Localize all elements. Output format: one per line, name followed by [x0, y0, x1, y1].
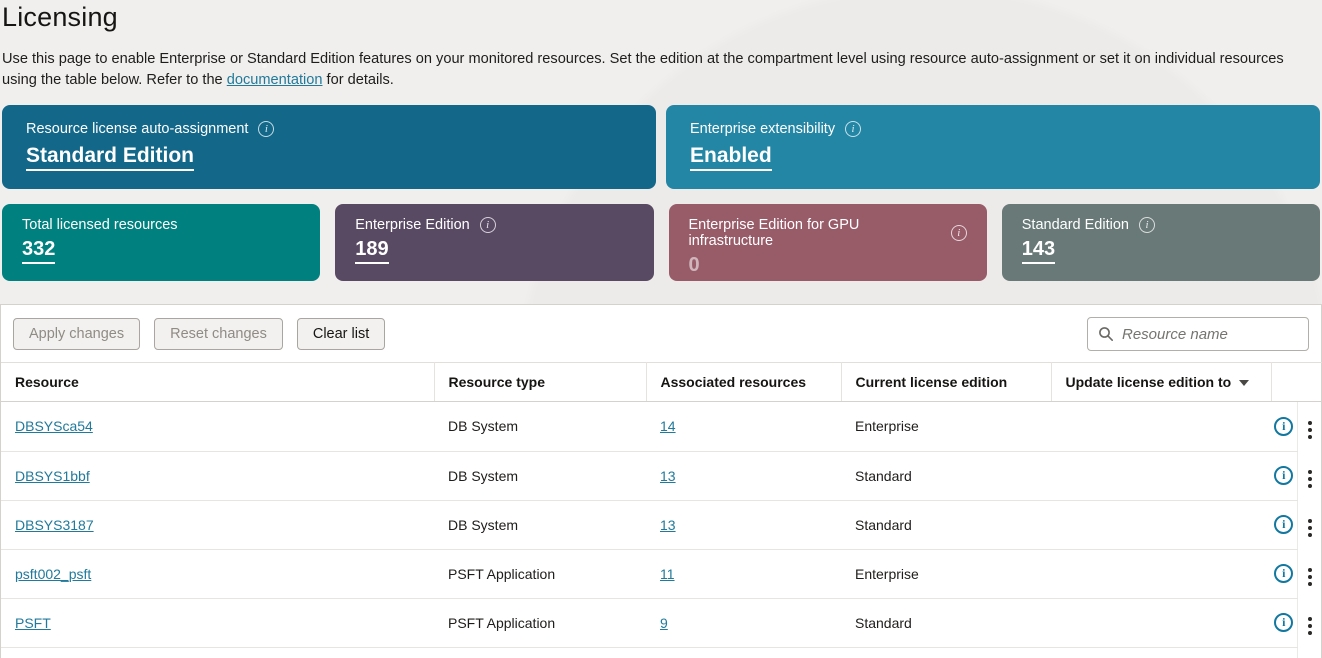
enterprise-edition-value-link[interactable]: 189 — [355, 238, 389, 264]
update-license-cell — [1051, 549, 1271, 599]
row-info-icon[interactable]: i — [1274, 466, 1294, 485]
description-text-before: Use this page to enable Enterprise or St… — [2, 51, 1284, 88]
stat-label: Standard Edition — [1021, 217, 1129, 233]
stat-label: Total licensed resources — [22, 217, 178, 233]
column-header-resource-type[interactable]: Resource type — [434, 362, 647, 402]
column-header-current-license[interactable]: Current license edition — [841, 362, 1052, 402]
search-icon — [1099, 327, 1113, 341]
stat-label: Enterprise Edition for GPU infrastructur… — [688, 217, 860, 249]
row-info-icon[interactable]: i — [1274, 416, 1294, 436]
banner-label: Enterprise extensibility — [690, 121, 836, 137]
enterprise-gpu-value: 0 — [688, 254, 700, 276]
row-actions-menu-icon[interactable] — [1302, 566, 1318, 588]
sort-caret-icon[interactable] — [1239, 380, 1250, 387]
resource-type-cell: PSFT Application — [434, 549, 646, 599]
row-actions-menu-icon[interactable] — [1302, 468, 1318, 490]
update-license-cell — [1051, 500, 1271, 550]
page-description: Use this page to enable Enterprise or St… — [0, 43, 1322, 91]
info-icon[interactable]: i — [258, 121, 275, 137]
current-license-cell: Enterprise — [841, 549, 1051, 599]
column-header-menu — [1297, 362, 1322, 402]
resource-name-link[interactable]: psft002_psft — [15, 565, 92, 582]
associated-resources-link[interactable]: 11 — [660, 565, 675, 582]
associated-resources-link[interactable]: 14 — [660, 418, 676, 435]
table-row: EBS_demo EBS 9 Enterprise i — [1, 647, 1322, 658]
associated-resources-link[interactable]: 9 — [660, 614, 668, 631]
row-info-icon[interactable]: i — [1274, 564, 1294, 583]
resources-table-panel: Apply changes Reset changes Clear list R… — [0, 304, 1322, 658]
stat-card-row: Total licensed resources 332 Enterprise … — [2, 204, 1320, 281]
banner-license-auto-assignment: Resource license auto-assignment i Stand… — [2, 105, 656, 189]
associated-resources-link[interactable]: 13 — [660, 516, 676, 533]
banner-label: Resource license auto-assignment — [26, 121, 249, 137]
stat-card-enterprise-edition: Enterprise Edition i 189 — [335, 204, 654, 281]
table-row: DBSYS1bbf DB System 13 Standard i — [1, 451, 1322, 501]
current-license-cell: Standard — [841, 451, 1051, 501]
update-license-cell — [1051, 401, 1271, 452]
resource-name-link[interactable]: DBSYS3187 — [15, 516, 94, 533]
update-license-cell — [1051, 451, 1271, 501]
stat-card-standard-edition: Standard Edition i 143 — [1001, 204, 1320, 281]
column-header-update-license[interactable]: Update license edition to — [1051, 362, 1272, 402]
resource-type-cell: DB System — [434, 401, 646, 452]
row-actions-menu-icon[interactable] — [1302, 517, 1318, 539]
clear-list-button[interactable]: Clear list — [296, 318, 386, 350]
table-row: PSFT PSFT Application 9 Standard i — [1, 598, 1322, 648]
update-license-cell — [1051, 647, 1271, 658]
info-icon[interactable]: i — [845, 121, 862, 137]
table-row: DBSYSca54 DB System 14 Enterprise i — [1, 401, 1322, 452]
extensibility-value-link[interactable]: Enabled — [690, 144, 772, 171]
row-actions-menu-icon[interactable] — [1302, 419, 1318, 441]
column-header-actions — [1271, 362, 1297, 402]
info-icon[interactable]: i — [1138, 217, 1155, 233]
table-toolbar: Apply changes Reset changes Clear list — [1, 305, 1321, 362]
apply-changes-button[interactable]: Apply changes — [13, 318, 141, 350]
standard-edition-value-link[interactable]: 143 — [1021, 238, 1056, 264]
resource-name-link[interactable]: DBSYSca54 — [15, 418, 93, 435]
update-license-cell — [1051, 598, 1271, 648]
page-title: Licensing — [2, 2, 118, 32]
stat-card-total-licensed: Total licensed resources 332 — [2, 204, 321, 281]
resource-type-cell: EBS — [434, 647, 646, 658]
stat-card-enterprise-gpu: Enterprise Edition for GPU infrastructur… — [668, 204, 987, 281]
documentation-link[interactable]: documentation — [226, 72, 323, 88]
current-license-cell: Standard — [841, 598, 1051, 648]
info-icon[interactable]: i — [950, 225, 967, 241]
resource-type-cell: PSFT Application — [434, 598, 646, 648]
resource-type-cell: DB System — [434, 500, 646, 550]
banner-enterprise-extensibility: Enterprise extensibility i Enabled — [666, 105, 1320, 189]
auto-assignment-value-link[interactable]: Standard Edition — [26, 144, 194, 171]
resources-table: Resource Resource type Associated resour… — [1, 362, 1322, 658]
table-row: DBSYS3187 DB System 13 Standard i — [1, 500, 1322, 550]
resource-name-link[interactable]: PSFT — [15, 614, 51, 631]
current-license-cell: Enterprise — [841, 647, 1051, 658]
row-info-icon[interactable]: i — [1274, 515, 1294, 534]
column-header-resource[interactable]: Resource — [1, 362, 435, 402]
row-actions-menu-icon[interactable] — [1302, 615, 1318, 637]
total-licensed-value-link[interactable]: 332 — [22, 238, 56, 264]
reset-changes-button[interactable]: Reset changes — [154, 318, 283, 350]
banner-card-row: Resource license auto-assignment i Stand… — [2, 105, 1320, 189]
table-header-row: Resource Resource type Associated resour… — [1, 362, 1322, 402]
stat-label: Enterprise Edition — [355, 217, 470, 233]
current-license-cell: Enterprise — [841, 401, 1051, 452]
resource-name-link[interactable]: DBSYS1bbf — [15, 467, 90, 484]
current-license-cell: Standard — [841, 500, 1051, 550]
associated-resources-link[interactable]: 13 — [660, 467, 676, 484]
description-text-after: for details. — [322, 72, 394, 88]
resource-type-cell: DB System — [434, 451, 646, 501]
resource-search-box[interactable] — [1087, 317, 1309, 351]
column-header-associated-resources[interactable]: Associated resources — [646, 362, 842, 402]
resource-search-input[interactable] — [1122, 325, 1298, 343]
row-info-icon[interactable]: i — [1274, 613, 1294, 632]
info-icon[interactable]: i — [479, 217, 496, 233]
table-row: psft002_psft PSFT Application 11 Enterpr… — [1, 549, 1322, 599]
